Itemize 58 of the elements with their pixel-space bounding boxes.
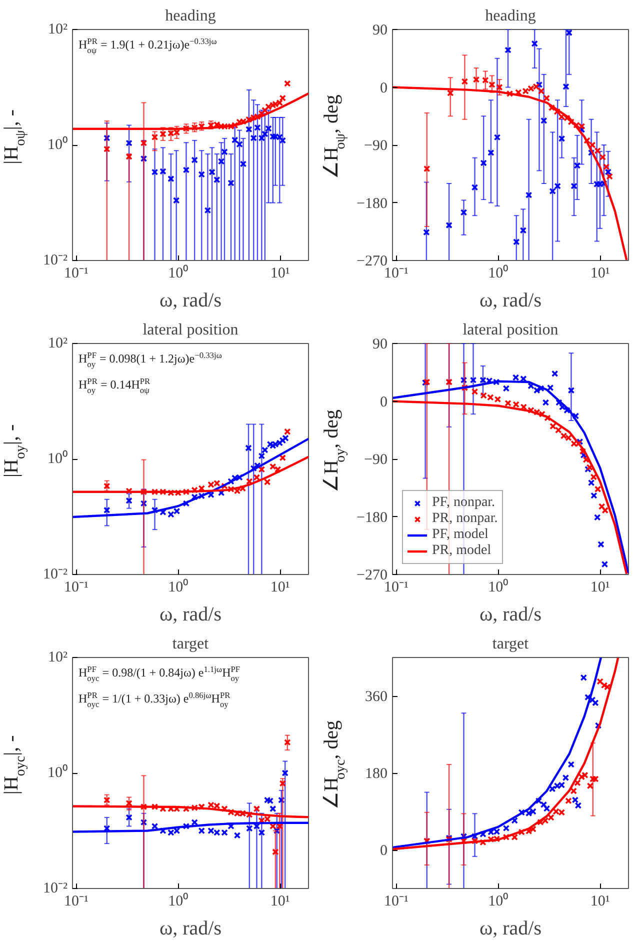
x-axis-title: ω, rad/s bbox=[479, 290, 542, 312]
y-tick-label: −90 bbox=[364, 138, 388, 154]
y-tick-label: 0 bbox=[380, 80, 388, 96]
x-tick-label: 10⁰ bbox=[168, 578, 188, 596]
chart-title: heading bbox=[165, 8, 216, 24]
y-tick-label: 0 bbox=[380, 843, 388, 859]
x-tick-label: 10¹ bbox=[590, 266, 610, 282]
y-axis-title: ∠Hoψ, deg bbox=[320, 94, 348, 180]
y-tick-label: 10² bbox=[48, 650, 68, 666]
y-tick-label: −90 bbox=[364, 452, 388, 468]
y-axis-title: ∠Hoy, deg bbox=[320, 409, 348, 492]
y-axis-title: ∠Hoyc, deg bbox=[320, 720, 348, 810]
y-tick-label: 0 bbox=[380, 394, 388, 410]
y-tick-label: 180 bbox=[365, 766, 388, 782]
y-tick-label: −180 bbox=[356, 510, 388, 526]
x-tick-label: 10⁻¹ bbox=[64, 266, 88, 282]
chart-title: lateral position bbox=[142, 322, 238, 338]
y-tick-label: 10⁰ bbox=[48, 450, 68, 467]
x-tick-label: 10⁻¹ bbox=[64, 580, 88, 596]
y-tick-label: 360 bbox=[365, 689, 388, 705]
x-tick-label: 10⁰ bbox=[488, 264, 508, 282]
y-tick-label: 90 bbox=[372, 336, 388, 352]
x-axis-title: ω, rad/s bbox=[159, 290, 222, 312]
chart-title: target bbox=[172, 636, 210, 652]
x-tick-label: 10⁻¹ bbox=[384, 894, 408, 910]
y-tick-label: −180 bbox=[356, 196, 388, 212]
x-tick-label: 10¹ bbox=[590, 894, 610, 910]
y-tick-label: 10⁻² bbox=[43, 880, 68, 896]
chart-title: target bbox=[492, 636, 530, 652]
y-tick-label: 10⁻² bbox=[43, 566, 68, 582]
y-tick-label: 10⁰ bbox=[48, 764, 68, 781]
y-tick-label: 10⁻² bbox=[43, 252, 68, 268]
x-axis-title: ω, rad/s bbox=[479, 918, 542, 940]
x-tick-label: 10⁻¹ bbox=[64, 894, 88, 910]
legend-label: PR, model bbox=[432, 543, 492, 559]
y-tick-label: 90 bbox=[372, 22, 388, 38]
x-tick-label: 10⁰ bbox=[168, 264, 188, 282]
chart-title: heading bbox=[485, 8, 536, 24]
x-tick-label: 10¹ bbox=[270, 580, 290, 596]
x-tick-label: 10⁰ bbox=[168, 892, 188, 910]
x-tick-label: 10¹ bbox=[270, 266, 290, 282]
x-tick-label: 10⁰ bbox=[488, 892, 508, 910]
x-tick-label: 10⁰ bbox=[488, 578, 508, 596]
y-tick-label: 10⁰ bbox=[48, 136, 68, 153]
legend-label: PF, model bbox=[432, 527, 488, 543]
x-axis-title: ω, rad/s bbox=[479, 604, 542, 626]
x-axis-title: ω, rad/s bbox=[159, 604, 222, 626]
y-tick-label: 10² bbox=[48, 336, 68, 352]
legend-label: PF, nonpar. bbox=[432, 495, 496, 511]
y-axis-title: |Hoψ|, - bbox=[0, 109, 28, 164]
y-tick-label: 10² bbox=[48, 22, 68, 38]
x-tick-label: 10¹ bbox=[590, 580, 610, 596]
y-axis-title: |Hoy|, - bbox=[0, 424, 28, 478]
chart-title: lateral position bbox=[462, 322, 558, 338]
y-axis-title: |Hoyc|, - bbox=[0, 735, 28, 795]
legend-label: PR, nonpar. bbox=[432, 511, 498, 527]
x-axis-title: ω, rad/s bbox=[159, 918, 222, 940]
x-tick-label: 10¹ bbox=[270, 894, 290, 910]
